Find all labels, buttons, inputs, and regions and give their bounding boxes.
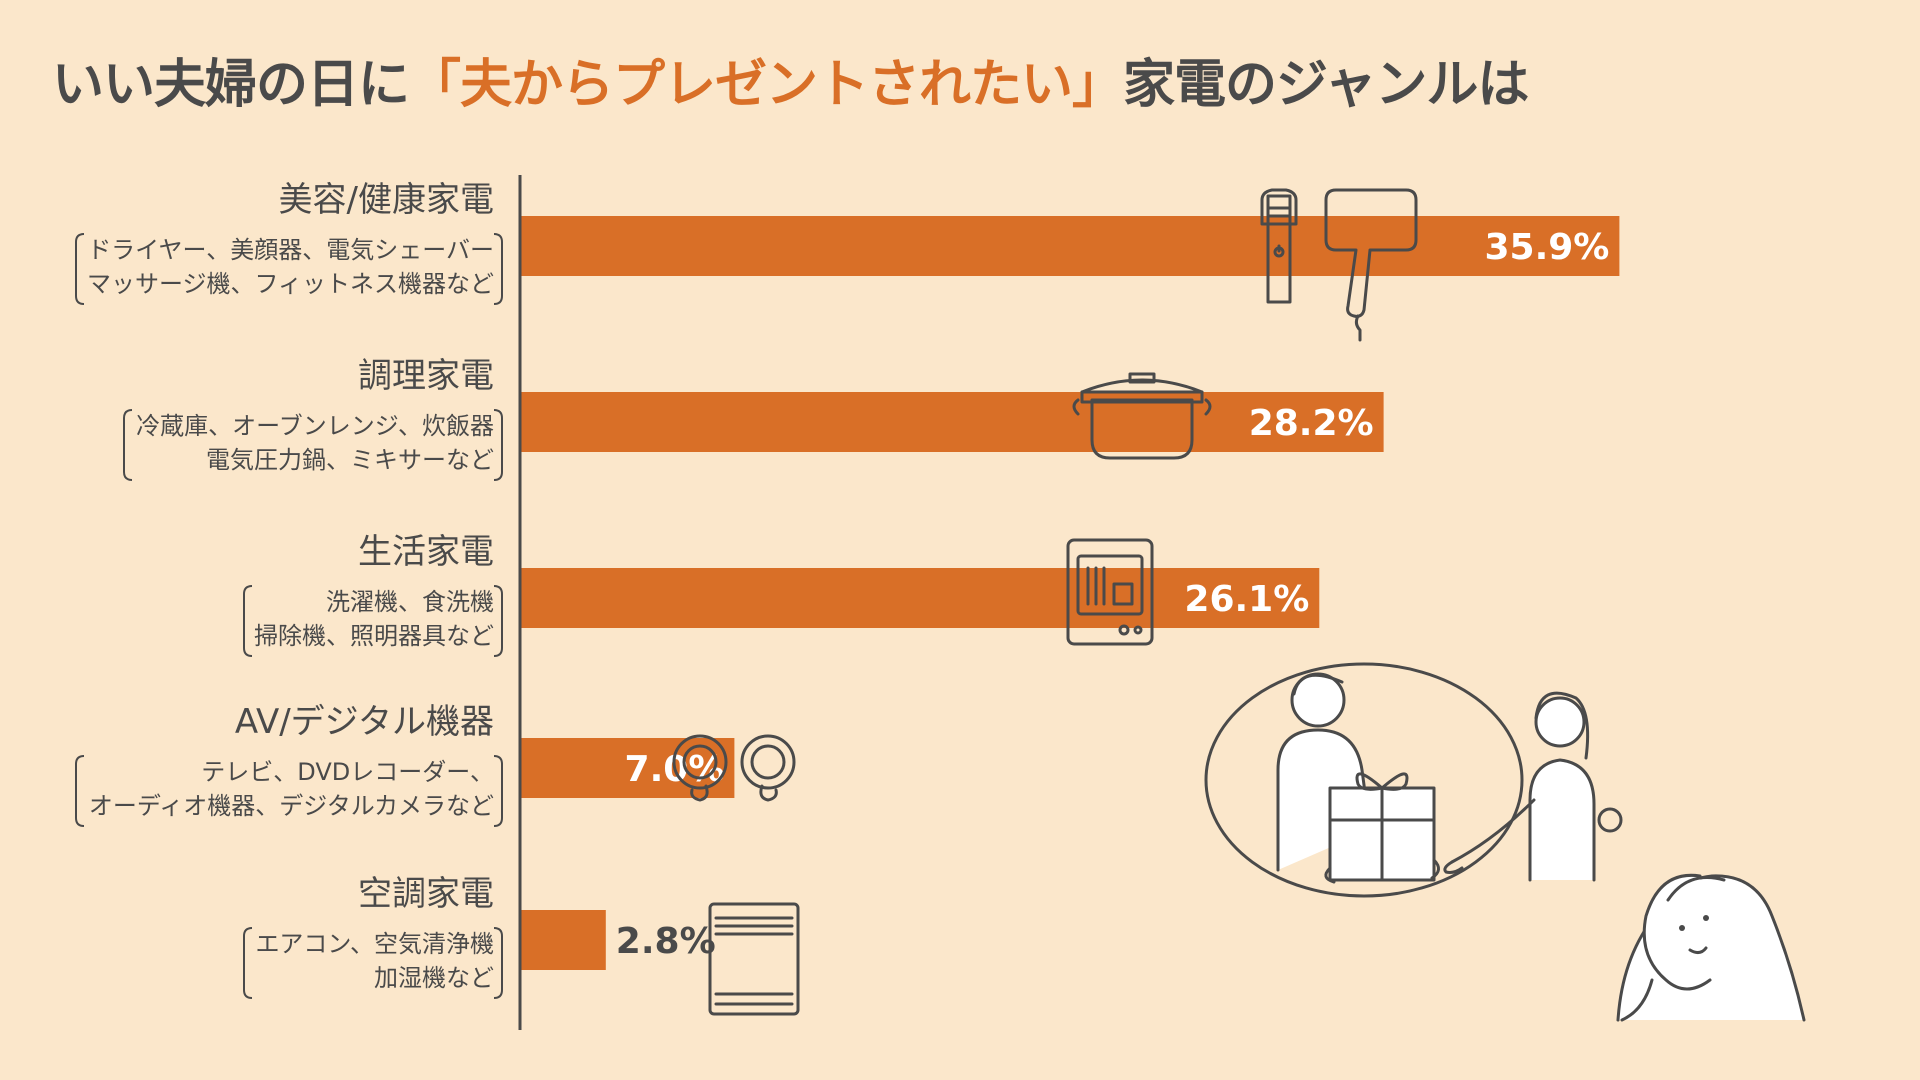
- category-label-5: 空調家電: [358, 874, 494, 914]
- category-detail-4-1: テレビ、DVDレコーダー、: [201, 758, 494, 786]
- bracket-right-2: [493, 409, 503, 481]
- bar-2: [520, 392, 1384, 452]
- value-label-3: 26.1%: [1184, 579, 1309, 620]
- hair-dryer-icon: [1324, 188, 1418, 342]
- category-detail-4-2: オーディオ機器、デジタルカメラなど: [89, 792, 494, 820]
- labels-layer: 美容/健康家電ドライヤー、美顔器、電気シェーバーマッサージ機、フィットネス機器な…: [75, 180, 503, 999]
- chart-title: いい夫婦の日に「夫からプレゼントされたい」家電のジャンルは: [52, 42, 1529, 117]
- bracket-left-1: [75, 233, 85, 305]
- category-detail-3-2: 掃除機、照明器具など: [254, 622, 494, 650]
- title-prefix: いい夫婦の日に: [52, 55, 410, 115]
- bracket-right-1: [493, 233, 503, 305]
- title-highlight: 「夫からプレゼントされたい」: [409, 55, 1124, 115]
- couple-gift-icon: [1204, 662, 1623, 898]
- bracket-left-5: [243, 927, 253, 999]
- air-purifier-icon: [708, 902, 800, 1016]
- bracket-right-5: [493, 927, 503, 999]
- bracket-left-2: [123, 409, 133, 481]
- category-detail-5-1: エアコン、空気清浄機: [255, 930, 494, 958]
- earbuds-icon: [672, 734, 796, 802]
- bracket-right-3: [493, 585, 503, 657]
- category-detail-2-1: 冷蔵庫、オーブンレンジ、炊飯器: [136, 412, 494, 440]
- value-label-1: 35.9%: [1484, 227, 1609, 268]
- value-label-5: 2.8%: [616, 921, 716, 962]
- category-label-2: 調理家電: [358, 356, 494, 396]
- title-suffix: 家電のジャンルは: [1123, 55, 1529, 115]
- bar-5: [520, 910, 606, 970]
- category-detail-1-1: ドライヤー、美顔器、電気シェーバー: [87, 236, 494, 264]
- pot-icon: [1072, 372, 1212, 460]
- bar-3: [520, 568, 1320, 628]
- bracket-left-3: [243, 585, 253, 657]
- thinking-woman-icon: [1616, 873, 1806, 1022]
- bar-1: [520, 216, 1620, 276]
- category-label-3: 生活家電: [358, 532, 494, 572]
- category-detail-3-1: 洗濯機、食洗機: [326, 588, 494, 616]
- category-label-1: 美容/健康家電: [279, 180, 494, 220]
- dishwasher-icon: [1066, 538, 1154, 646]
- bars-layer: 35.9%28.2%26.1%7.0%2.8%: [520, 216, 1620, 970]
- value-label-2: 28.2%: [1249, 403, 1374, 444]
- category-detail-5-2: 加湿機など: [374, 964, 494, 992]
- category-label-4: AV/デジタル機器: [235, 702, 494, 742]
- bracket-right-4: [493, 755, 503, 827]
- shaver-icon: [1260, 188, 1298, 304]
- category-detail-1-2: マッサージ機、フィットネス機器など: [87, 270, 494, 298]
- category-detail-2-2: 電気圧力鍋、ミキサーなど: [206, 446, 494, 474]
- bracket-left-4: [75, 755, 85, 827]
